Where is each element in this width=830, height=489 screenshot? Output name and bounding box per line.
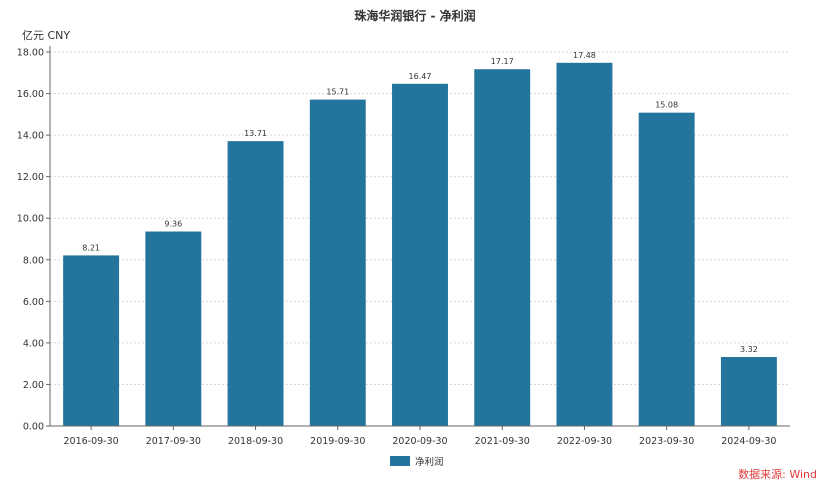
data-label: 17.17 — [491, 57, 514, 66]
y-tick-label: 14.00 — [17, 131, 44, 142]
data-label: 15.08 — [655, 101, 678, 110]
legend-swatch — [390, 456, 410, 466]
bar[interactable] — [720, 357, 777, 426]
data-label: 16.47 — [409, 72, 432, 81]
x-tick-label: 2017-09-30 — [146, 436, 201, 447]
y-tick-label: 12.00 — [17, 172, 44, 183]
x-tick-label: 2019-09-30 — [310, 436, 365, 447]
chart-title: 珠海华润银行 - 净利润 — [354, 8, 475, 23]
bar[interactable] — [227, 141, 284, 427]
y-axis: 0.00 2.00 4.00 6.00 8.00 10.00 12.00 14.00 16.00… — [17, 46, 51, 433]
legend: 净利润 — [390, 456, 444, 468]
source-note: 数据来源: Wind — [738, 467, 817, 481]
legend-label: 净利润 — [415, 456, 444, 468]
y-tick-label: 8.00 — [23, 255, 44, 266]
bar[interactable] — [638, 112, 695, 426]
y-tick-label: 10.00 — [17, 214, 44, 225]
y-tick-label: 4.00 — [23, 338, 44, 349]
y-tick-label: 6.00 — [23, 297, 44, 308]
x-tick-label: 2018-09-30 — [228, 436, 283, 447]
data-label: 9.36 — [164, 220, 182, 229]
bar[interactable] — [556, 62, 613, 426]
bar[interactable] — [63, 255, 120, 426]
x-tick-label: 2020-09-30 — [392, 436, 447, 447]
x-tick-label: 2023-09-30 — [639, 436, 694, 447]
data-label: 3.32 — [740, 345, 758, 354]
data-label: 17.48 — [573, 51, 596, 60]
data-label: 13.71 — [244, 129, 267, 138]
data-label: 15.71 — [326, 88, 349, 97]
y-unit-label: 亿元 CNY — [22, 29, 70, 42]
y-tick-label: 16.00 — [17, 89, 44, 100]
x-tick-label: 2024-09-30 — [721, 436, 776, 447]
y-tick-label: 2.00 — [23, 380, 44, 391]
x-tick-label: 2016-09-30 — [64, 436, 119, 447]
bar[interactable] — [309, 99, 366, 426]
y-tick-label: 0.00 — [23, 422, 44, 433]
bar[interactable] — [392, 83, 448, 426]
x-axis: 2016-09-30 2017-09-30 2018-09-30 2019-09-30… — [50, 425, 790, 447]
bar[interactable] — [145, 231, 202, 426]
bar[interactable] — [474, 69, 531, 427]
data-label: 8.21 — [82, 243, 100, 252]
y-tick-label: 18.00 — [17, 48, 44, 59]
x-tick-label: 2021-09-30 — [475, 436, 530, 447]
bars-group: 8.21 9.36 13.71 15.71 16.47 17.17 17.48 15.08 3.… — [63, 51, 777, 427]
x-tick-label: 2022-09-30 — [557, 436, 612, 447]
